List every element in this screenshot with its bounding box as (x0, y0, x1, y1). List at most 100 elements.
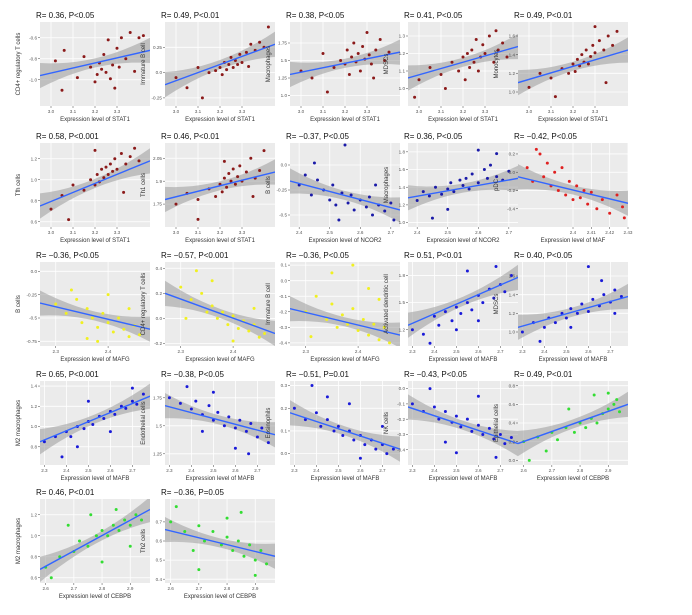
data-point (363, 443, 367, 447)
data-point (85, 307, 89, 311)
data-point (227, 415, 231, 419)
data-point (49, 576, 53, 580)
confidence-band (40, 499, 150, 582)
data-point (560, 166, 564, 170)
x-axis-label: Expression level of MAFB (539, 357, 608, 363)
data-point (378, 38, 382, 41)
y-axis-label: Immature B cell (266, 283, 272, 325)
data-point (106, 534, 110, 538)
data-point (185, 86, 189, 90)
data-point (495, 175, 499, 179)
x-tick-label: 2.7 (254, 468, 261, 473)
data-point (347, 73, 351, 76)
y-axis-label: Eosinophils (266, 408, 272, 439)
y-tick-label: -1.0 (29, 77, 37, 82)
panel-title: R= −0.36, P<0.05 (36, 251, 99, 260)
data-point (233, 446, 237, 450)
data-point (450, 319, 454, 323)
y-tick-label: -0.3 (279, 325, 287, 330)
data-point (461, 55, 465, 59)
data-point (387, 50, 391, 54)
y-tick-label: -0.6 (29, 35, 37, 40)
data-point (383, 59, 387, 62)
data-point (222, 159, 226, 163)
y-tick-label: 1.75 (153, 202, 162, 207)
data-point (183, 529, 187, 533)
y-tick-label: 1.1 (399, 69, 406, 74)
data-point (233, 182, 237, 186)
data-point (251, 194, 255, 198)
data-point (249, 422, 253, 426)
data-point (328, 198, 332, 202)
data-point (167, 396, 171, 400)
y-tick-label: 0.6 (31, 575, 38, 580)
regression-line (40, 49, 150, 77)
data-point (259, 549, 263, 553)
y-axis-label: Epithelial cells (494, 404, 500, 442)
data-point (482, 168, 486, 172)
data-point (474, 38, 478, 41)
data-point (244, 429, 248, 433)
panel-title: R= −0.37, P<0.05 (286, 132, 349, 141)
y-tick-label: 0.4 (156, 266, 163, 271)
x-tick-label: 3.0 (298, 109, 305, 114)
panel-title: R= 0.40, P<0.05 (514, 251, 573, 260)
data-point (316, 178, 319, 182)
y-tick-label: 0.6 (509, 402, 516, 407)
x-tick-label: 2.3 (291, 468, 298, 473)
data-point (369, 62, 373, 66)
data-point (86, 399, 90, 403)
data-point (586, 62, 590, 66)
data-point (123, 518, 127, 522)
data-point (62, 48, 66, 52)
x-tick-label: 2.43 (624, 230, 633, 235)
data-point (174, 202, 178, 206)
data-point (538, 339, 542, 343)
regression-line (165, 528, 275, 557)
x-tick-label: 2.3 (166, 468, 173, 473)
x-tick-label: 2.5 (453, 468, 460, 473)
data-point (352, 438, 356, 442)
panel-title: R= 0.46, P<0.01 (161, 132, 220, 141)
data-point (454, 451, 458, 455)
y-tick-label: 0.1 (281, 429, 288, 434)
data-point (191, 549, 195, 553)
data-point (96, 339, 100, 343)
data-point (174, 505, 178, 509)
x-tick-label: 2.9 (252, 586, 259, 591)
data-point (358, 456, 362, 460)
data-point (496, 48, 500, 52)
x-tick-label: 2.8 (99, 586, 106, 591)
panel-title: R= −0.57, P<0.001 (161, 251, 229, 260)
regression-line (165, 171, 275, 201)
data-point (178, 401, 182, 405)
y-tick-label: 1.0 (509, 330, 516, 335)
data-point (185, 385, 189, 389)
y-tick-label: 1.4 (509, 292, 516, 297)
data-point (337, 218, 341, 222)
x-tick-label: 2.41 (587, 230, 596, 235)
data-point (93, 148, 97, 152)
data-point (82, 427, 86, 431)
data-point (485, 176, 489, 180)
y-tick-label: 1.2 (399, 51, 406, 56)
y-axis-label: B cells (16, 295, 22, 313)
data-point (244, 50, 248, 54)
y-tick-label: 1.9 (156, 179, 163, 184)
data-point (247, 329, 251, 333)
x-tick-label: 2.4 (355, 349, 362, 354)
confidence-band (290, 296, 400, 346)
data-point (69, 288, 73, 292)
data-point (618, 410, 622, 414)
data-point (200, 96, 204, 100)
x-tick-label: 3.3 (364, 109, 371, 114)
data-point (130, 386, 134, 390)
data-point (113, 412, 117, 416)
x-axis-label: Expression level of MAFB (429, 476, 498, 482)
data-point (567, 407, 571, 411)
data-point (428, 387, 432, 391)
data-point (437, 323, 441, 327)
data-point (446, 207, 450, 211)
y-tick-label: -0.1 (279, 294, 287, 299)
scatter-panel: 3.0 3.1 3.2 3.3 0.6 0.8 1.0 1.2 R= 0.58, P<0.001… (16, 132, 150, 244)
